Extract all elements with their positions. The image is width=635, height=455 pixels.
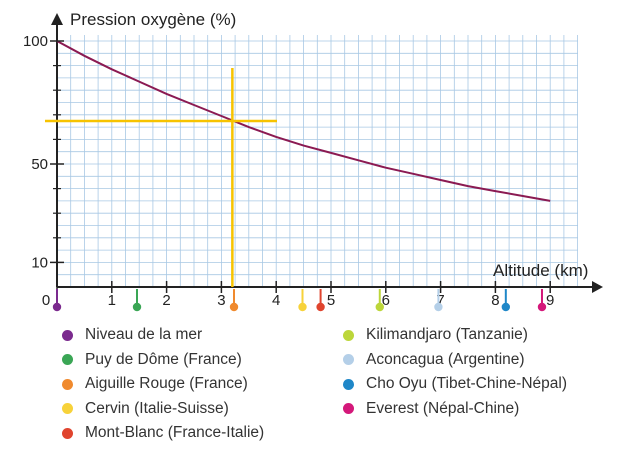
series	[56, 40, 551, 202]
legend-item: Niveau de la mer	[62, 323, 264, 348]
legend-label: Mont-Blanc (France-Italie)	[85, 424, 265, 442]
marker-dot	[501, 302, 511, 312]
legend-item: Puy de Dôme (France)	[62, 348, 264, 373]
oxygen-pressure-chart: 10 50 100 0 1 2 3 4 5 6 7 8 9 Pression oxygène (%) A…	[23, 10, 603, 312]
legend-right: Kilimandjaro (Tanzanie) Aconcagua (Argent…	[343, 323, 567, 421]
legend-dot	[343, 378, 354, 390]
y-tick-label: 100	[23, 33, 48, 50]
y-axis-label: Pression oxygène (%)	[70, 10, 236, 29]
legend-item: Aconcagua (Argentine)	[343, 348, 567, 373]
legend-label: Cho Oyu (Tibet-Chine-Népal)	[366, 375, 568, 393]
legend-item: Everest (Népal-Chine)	[343, 397, 567, 422]
marker-dot	[298, 302, 307, 312]
legend-dot	[62, 354, 73, 366]
x-tick-label: 7	[436, 292, 444, 309]
x-tick-label: 5	[327, 292, 335, 309]
x-tick-label: 6	[382, 292, 390, 309]
legend-label: Aconcagua (Argentine)	[366, 350, 525, 368]
grid	[56, 35, 578, 288]
marker-dot	[434, 302, 443, 312]
y-tick-label: 10	[31, 254, 48, 271]
marker-dot	[375, 302, 384, 312]
legend-item: Cervin (Italie-Suisse)	[62, 397, 264, 422]
legend-item: Aiguille Rouge (France)	[62, 372, 264, 397]
x-axis-arrow	[592, 281, 603, 293]
marker-dot	[229, 302, 239, 312]
axes	[51, 13, 603, 293]
legend-label: Kilimandjaro (Tanzanie)	[366, 326, 528, 344]
legend-item: Kilimandjaro (Tanzanie)	[343, 323, 567, 348]
x-tick-label: 9	[546, 292, 554, 309]
legend-dot	[343, 354, 354, 366]
marker-dot	[537, 302, 547, 312]
y-axis-arrow	[51, 13, 63, 25]
legend-dot	[62, 329, 73, 341]
annotation	[45, 68, 277, 287]
x-tick-label: 1	[108, 292, 116, 309]
x-axis-label: Altitude (km)	[493, 261, 588, 280]
x-tick-label: 2	[162, 292, 170, 309]
legend-label: Cervin (Italie-Suisse)	[85, 399, 229, 417]
legend-dot	[343, 329, 354, 341]
oxygen-curve	[56, 40, 551, 202]
legend-label: Puy de Dôme (France)	[85, 350, 242, 368]
legend-left: Niveau de la mer Puy de Dôme (France) Aigu…	[62, 323, 264, 446]
legend-dot	[62, 427, 73, 439]
marker-dot	[316, 302, 325, 312]
legend-label: Niveau de la mer	[85, 326, 203, 344]
y-tick-label: 50	[31, 156, 48, 173]
legend-item: Mont-Blanc (France-Italie)	[62, 421, 264, 446]
x-tick-label: 4	[272, 292, 280, 309]
x-tick-label: 3	[217, 292, 225, 309]
marker-dot	[52, 302, 62, 312]
marker-dot	[132, 302, 142, 312]
legend-label: Aiguille Rouge (France)	[85, 375, 248, 393]
x-tick-label: 0	[42, 292, 50, 309]
mountain-markers	[52, 289, 547, 312]
x-tick-label: 8	[491, 292, 499, 309]
ticks: 10 50 100 0 1 2 3 4 5 6 7 8 9	[23, 33, 554, 309]
legend-dot	[343, 403, 354, 415]
legend-label: Everest (Népal-Chine)	[366, 399, 520, 417]
legend-dot	[62, 378, 73, 390]
legend-dot	[62, 403, 73, 415]
legend-item: Cho Oyu (Tibet-Chine-Népal)	[343, 372, 567, 397]
